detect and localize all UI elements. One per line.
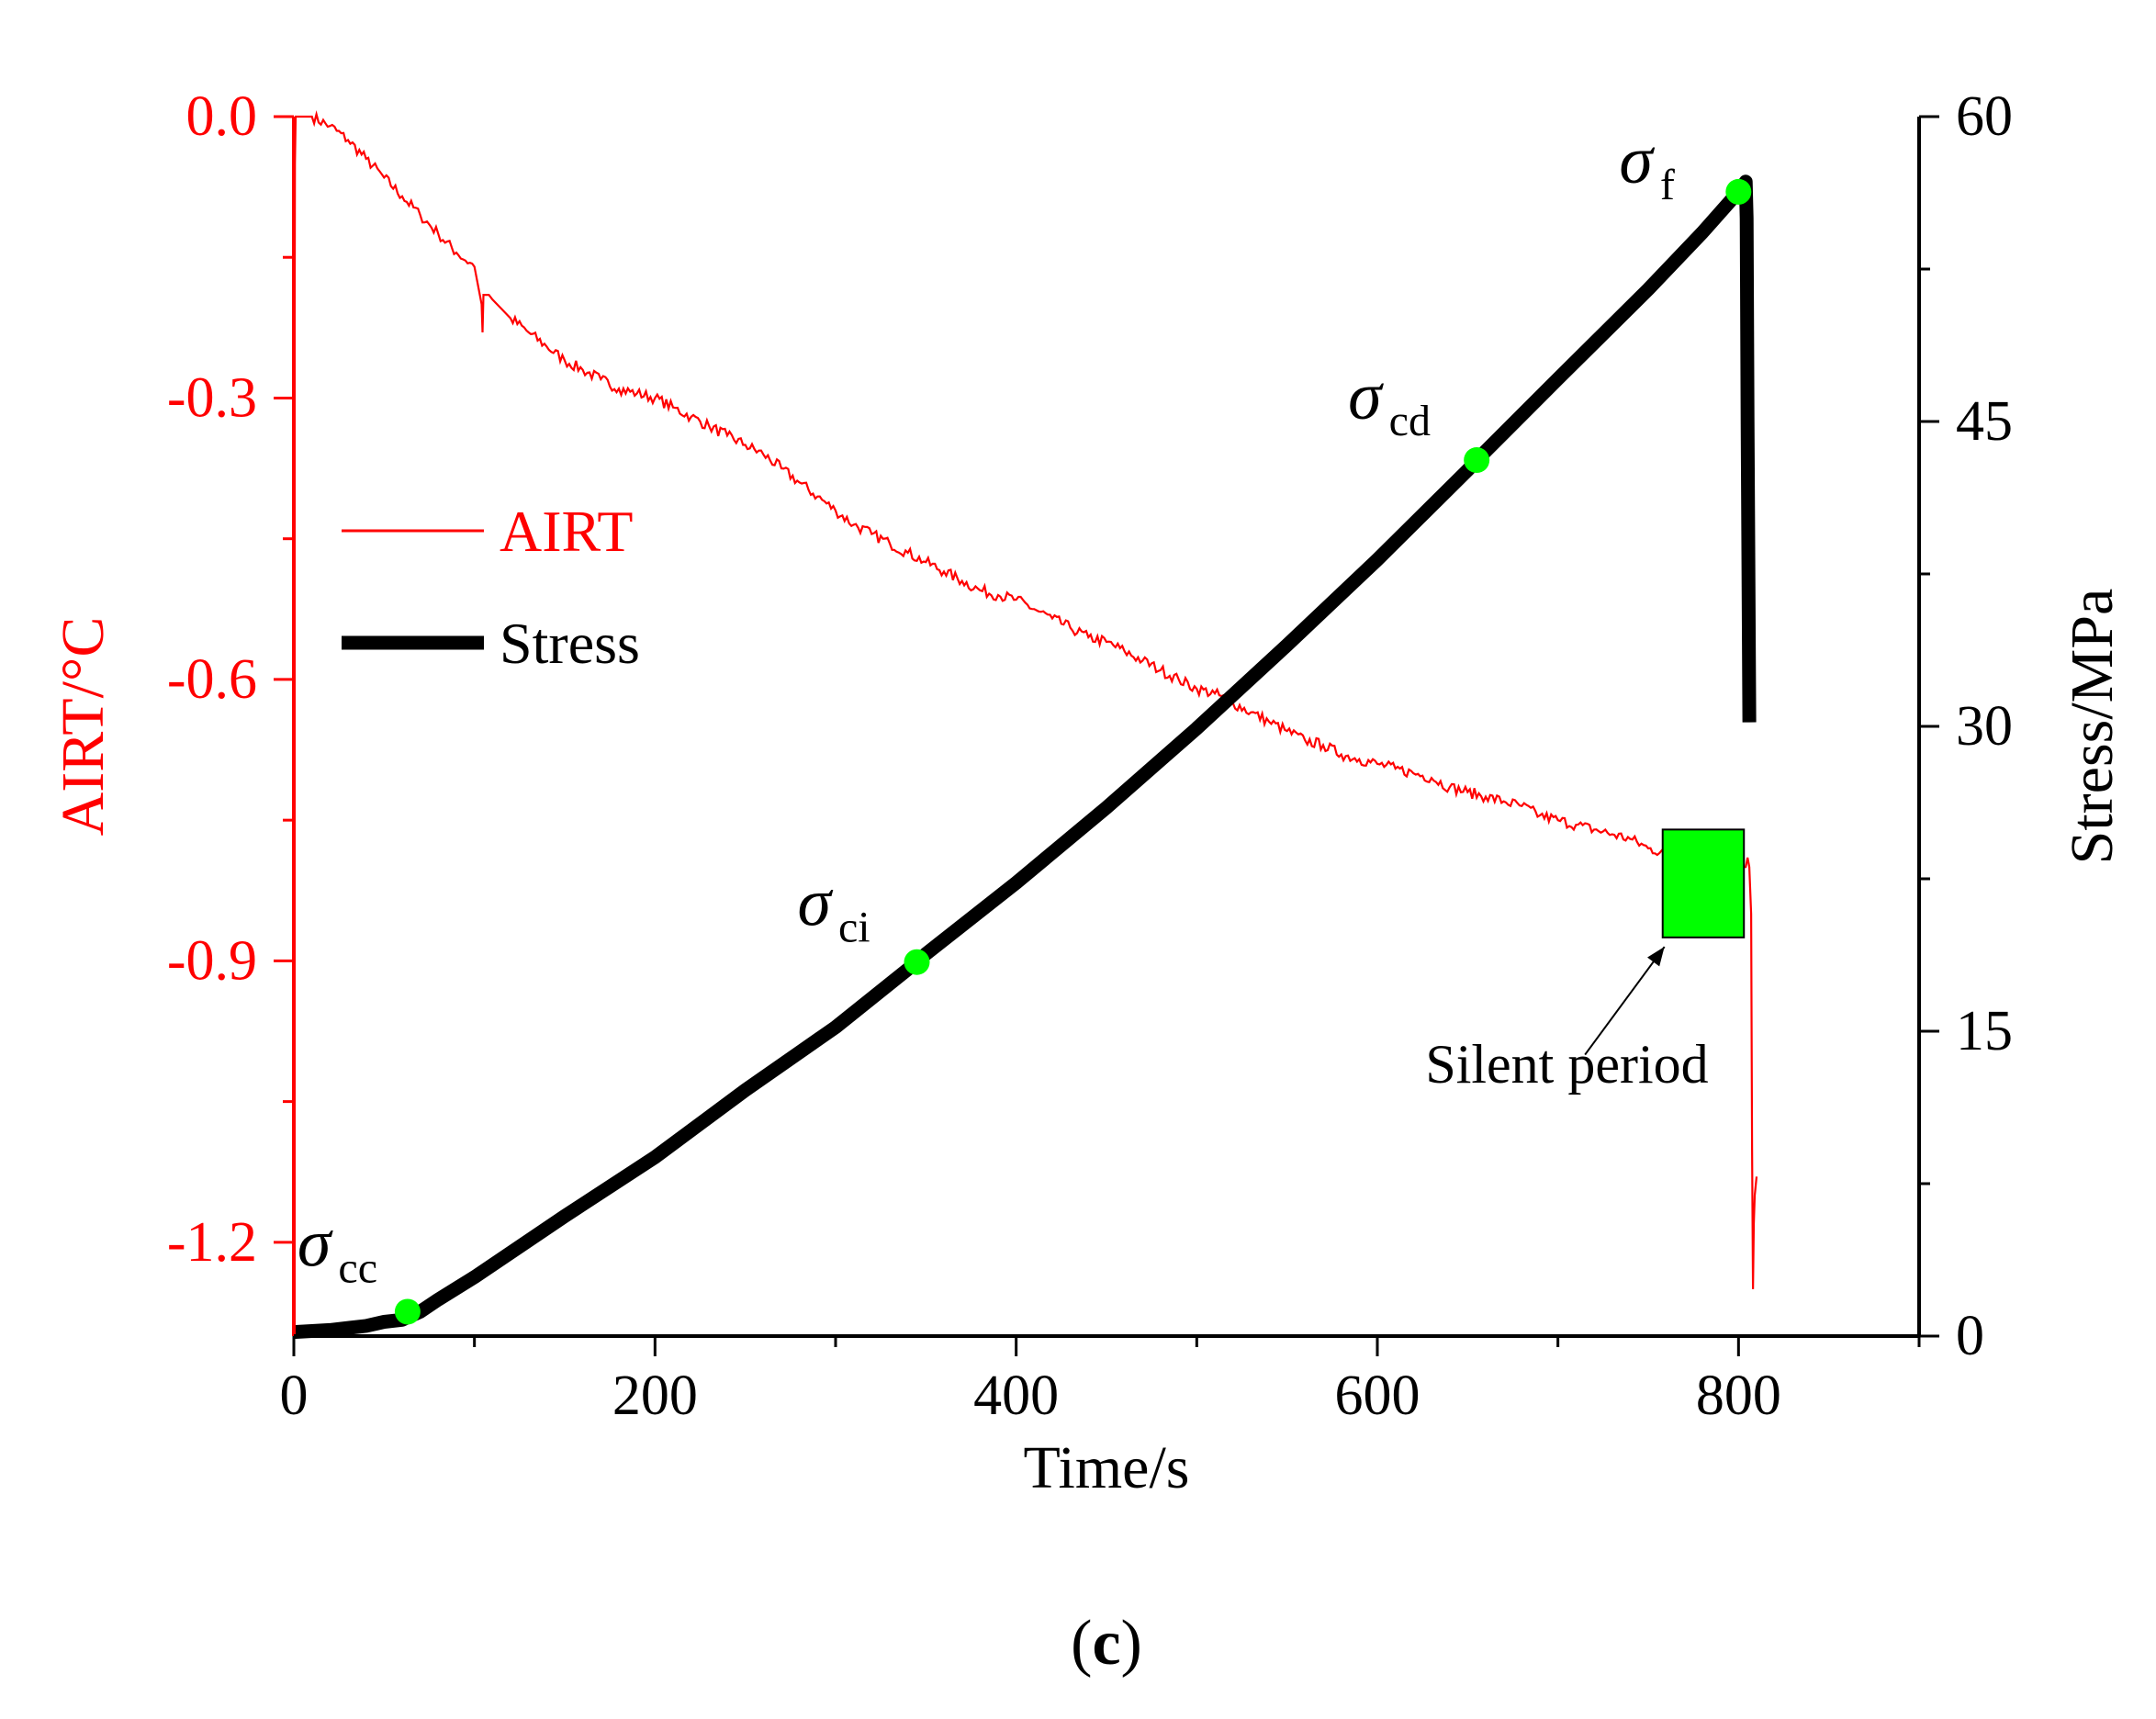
annotation-subscript: f bbox=[1660, 161, 1675, 209]
annotation-sigma-cc: σ cc bbox=[298, 1206, 377, 1292]
x-tick-label: 600 bbox=[1335, 1365, 1420, 1427]
axes bbox=[274, 115, 1939, 1356]
x-tick-label: 800 bbox=[1696, 1365, 1781, 1427]
x-tick-label: 400 bbox=[973, 1365, 1059, 1427]
panel-label: (c) bbox=[1071, 1608, 1142, 1679]
annotation-subscript: ci bbox=[838, 904, 870, 952]
y-left-tick-label: -1.2 bbox=[167, 1211, 257, 1274]
marker-cc bbox=[394, 1298, 421, 1325]
panel-label-close: ) bbox=[1121, 1608, 1142, 1679]
tick-labels: 0 200 400 600 800 0.0 -0.3 -0.6 -0.9 -1.2 0 15 30 45 6… bbox=[167, 85, 2013, 1427]
annotation-symbol: σ bbox=[798, 866, 834, 941]
annotation-symbol: σ bbox=[298, 1206, 333, 1281]
annotation-sigma-ci: σ ci bbox=[798, 866, 870, 952]
x-tick-label: 200 bbox=[612, 1365, 698, 1427]
y-left-axis-label: AIRT/°C bbox=[50, 617, 117, 837]
silent-period-group: Silent period bbox=[1425, 828, 1746, 1095]
y-right-tick-label: 15 bbox=[1956, 1000, 2013, 1062]
legend: AIRT Stress bbox=[342, 499, 640, 676]
airt-series bbox=[292, 110, 1758, 1337]
stress-series bbox=[293, 174, 1757, 1340]
y-right-tick-label: 0 bbox=[1956, 1305, 1984, 1367]
stress-markers bbox=[394, 178, 1752, 1325]
legend-stress-label: Stress bbox=[500, 611, 640, 676]
annotation-subscript: cd bbox=[1389, 397, 1431, 445]
marker-cd bbox=[1464, 447, 1490, 474]
y-right-tick-label: 45 bbox=[1956, 390, 2013, 453]
y-left-tick-label: -0.6 bbox=[167, 648, 257, 711]
annotation-sigma-cd: σ cd bbox=[1348, 359, 1431, 445]
axis-labels: Time/s AIRT/°C Stress/MPa (c) bbox=[50, 589, 2126, 1679]
y-right-tick-label: 60 bbox=[1956, 85, 2013, 148]
y-left-tick-label: 0.0 bbox=[186, 85, 258, 148]
legend-airt-label: AIRT bbox=[500, 499, 633, 564]
x-tick-label: 0 bbox=[280, 1365, 309, 1427]
x-axis-label: Time/s bbox=[1024, 1434, 1190, 1501]
annotation-symbol: σ bbox=[1619, 123, 1655, 198]
y-right-axis-label: Stress/MPa bbox=[2059, 589, 2126, 865]
silent-period-box bbox=[1661, 828, 1746, 938]
annotation-symbol: σ bbox=[1348, 359, 1384, 434]
y-right-tick-label: 30 bbox=[1956, 695, 2013, 758]
annotation-subscript: cc bbox=[338, 1243, 377, 1292]
y-left-tick-label: -0.3 bbox=[167, 366, 257, 429]
airt-line bbox=[292, 110, 1758, 1337]
silent-period-arrow bbox=[1584, 946, 1666, 1056]
marker-ci bbox=[904, 949, 930, 975]
silent-period-arrowhead bbox=[1647, 947, 1665, 967]
panel-label-open: ( bbox=[1071, 1608, 1092, 1679]
stress-line bbox=[293, 174, 1757, 1340]
marker-f bbox=[1725, 178, 1752, 205]
silent-period-label: Silent period bbox=[1425, 1034, 1708, 1095]
panel-label-letter: c bbox=[1092, 1608, 1120, 1679]
annotations: σ ccσ ciσ cdσ f bbox=[298, 123, 1675, 1293]
y-left-tick-label: -0.9 bbox=[167, 929, 257, 992]
